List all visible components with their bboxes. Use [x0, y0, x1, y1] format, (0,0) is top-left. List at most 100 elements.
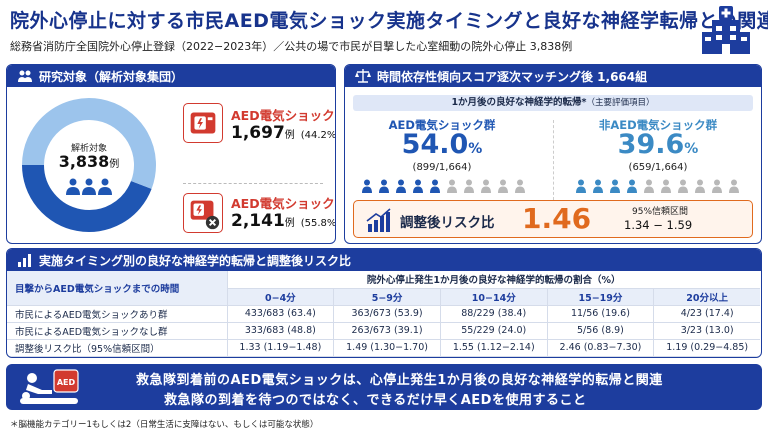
- non-aed-person-icon-1: [593, 179, 603, 193]
- group-people-icon: [66, 178, 112, 195]
- non-aed-person-icon-0: [576, 179, 586, 193]
- non-aed-person-icon-4: [644, 179, 654, 193]
- category-4: 20分以上: [653, 288, 760, 306]
- primary-outcome-note: （主要評価項目）: [586, 98, 655, 108]
- adjusted-risk-box: 調整後リスク比 1.46 95%信頼区間 1.34 − 1.59: [353, 200, 753, 238]
- matching-panel: 時間依存性傾向スコア逐次マッチング後 1,664組 1か月後の良好な神経学的転帰…: [344, 64, 762, 244]
- adjusted-risk-value: 1.46: [522, 202, 592, 235]
- adjusted-risk-label: 調整後リスク比: [400, 215, 495, 231]
- aed-yes-number: 1,697: [231, 123, 285, 143]
- people-icon: [18, 70, 32, 82]
- timing-table-header: 実施タイミング別の良好な神経学的転帰と調整後リスク比: [7, 249, 761, 271]
- primary-outcome-text: 1か月後の良好な神経学的転帰*: [451, 97, 587, 108]
- non-aed-person-icon-8: [712, 179, 722, 193]
- bar-chart-up-icon: [366, 208, 391, 232]
- conclusion-line-2: 救急隊の到着を待つのではなく、できるだけ早くAEDを使用すること: [164, 393, 587, 408]
- table-cell: 1.33 (1.19−1.48): [226, 339, 334, 357]
- matching-header: 時間依存性傾向スコア逐次マッチング後 1,664組: [345, 65, 761, 87]
- aed-no-title: AED電気ショックなし: [231, 196, 335, 211]
- table-cell: 433/683 (63.4): [226, 305, 334, 323]
- table-cell: 263/673 (39.1): [333, 322, 441, 340]
- total-count: 3,838例: [19, 152, 159, 171]
- table-cell: 333/683 (48.8): [226, 322, 334, 340]
- aed-no-percent: (55.8%): [300, 218, 336, 229]
- non-aed-group-fraction: (659/1,664): [628, 162, 688, 173]
- table-cell: 1.55 (1.12−2.14): [439, 339, 548, 357]
- aed-group-percent: 54.0%: [367, 129, 517, 160]
- non-aed-person-icon-2: [610, 179, 620, 193]
- aed-yes-title: AED電気ショックあり: [231, 108, 335, 123]
- ci-label: 95%信頼区間: [632, 207, 689, 217]
- table-category-row: 0−4分 5−9分 10−14分 15−19分 20分以上: [7, 288, 760, 306]
- donut-slice-aed-yes: [22, 164, 152, 232]
- aed-group-people-icons: [362, 179, 525, 193]
- non-aed-person-icon-9: [729, 179, 739, 193]
- category-1: 5−9分: [333, 288, 441, 306]
- row-header: 目撃からAED電気ショックまでの時間: [7, 271, 227, 306]
- table-header-row: 目撃からAED電気ショックまでの時間 院外心停止発生1か月後の良好な神経学的転帰…: [7, 271, 760, 306]
- footnote: ＊脳機能カテゴリー1もしくは2（日常生活に支障はない、もしくは可能な状態）: [10, 420, 319, 430]
- divider: [183, 183, 323, 184]
- non-aed-group-percent: 39.6%: [583, 129, 733, 160]
- aed-person-icon-1: [379, 179, 389, 193]
- page-subtitle: 総務省消防庁全国院外心停止登録（2022−2023年）／公共の場で市民が目撃した…: [10, 40, 573, 53]
- conclusion-banner: AED 救急隊到着前のAED電気ショックは、心停止発生1か月後の良好な神経学的転…: [6, 364, 762, 410]
- aed-person-icon-4: [430, 179, 440, 193]
- non-aed-group-pct-sign: %: [684, 141, 699, 157]
- table-cell: 5/56 (8.9): [546, 322, 654, 340]
- primary-outcome-label: 1か月後の良好な神経学的転帰*（主要評価項目）: [353, 95, 753, 111]
- cpr-aed-icon: AED: [20, 369, 79, 404]
- non-aed-person-icon-5: [661, 179, 671, 193]
- aed-person-icon-0: [362, 179, 372, 193]
- aed-device-icon: [183, 103, 223, 143]
- aed-person-icon-3: [413, 179, 423, 193]
- aed-device-crossed-icon: [183, 193, 223, 233]
- table-row: 調整後リスク比（95%信頼区間） 1.33 (1.19−1.48) 1.49 (…: [7, 339, 760, 357]
- row-label: 調整後リスク比（95%信頼区間）: [7, 339, 227, 357]
- aed-yes-unit: 例: [284, 130, 295, 141]
- aed-group-pct-value: 54.0: [401, 129, 469, 160]
- aed-group-pct-sign: %: [468, 141, 483, 157]
- chart-icon: [18, 254, 31, 267]
- study-population-title: 研究対象（解析対象集団）: [39, 69, 184, 84]
- table-cell: 11/56 (19.6): [546, 305, 654, 323]
- conclusion-line-1: 救急隊到着前のAED電気ショックは、心停止発生1か月後の良好な神経学的転帰と関連: [136, 373, 663, 388]
- category-2: 10−14分: [439, 288, 548, 306]
- aed-person-icon-6: [464, 179, 474, 193]
- row-label: 市民によるAED電気ショックあり群: [7, 305, 227, 323]
- population-donut-chart: [22, 98, 156, 232]
- table-cell: 4/23 (17.4): [653, 305, 760, 323]
- category-0: 0−4分: [226, 288, 334, 306]
- group-separator: [553, 120, 554, 200]
- aed-no-count: 2,141例 (55.8%): [231, 211, 336, 231]
- table-cell: 55/229 (24.0): [439, 322, 548, 340]
- donut-slice-aed-no: [22, 98, 156, 189]
- non-aed-person-icon-6: [678, 179, 688, 193]
- table-cell: 3/23 (13.0): [653, 322, 760, 340]
- aed-person-icon-2: [396, 179, 406, 193]
- aed-person-icon-8: [498, 179, 508, 193]
- non-aed-person-icon-7: [695, 179, 705, 193]
- aed-person-icon-7: [481, 179, 491, 193]
- aed-group-title: AED電気ショック群: [388, 118, 496, 132]
- aed-yes-percent: (44.2%): [300, 130, 336, 141]
- total-label: 解析対象: [70, 144, 107, 154]
- table-cell: 88/229 (38.4): [439, 305, 548, 323]
- aed-yes-count: 1,697例 (44.2%): [231, 123, 336, 143]
- category-3: 15−19分: [546, 288, 654, 306]
- non-aed-group-people-icons: [576, 179, 739, 193]
- table-cell: 2.46 (0.83−7.30): [546, 339, 654, 357]
- non-aed-person-icon-3: [627, 179, 637, 193]
- aed-no-unit: 例: [284, 218, 295, 229]
- table-row: 市民によるAED電気ショックなし群 333/683 (48.8) 263/673…: [7, 322, 760, 340]
- timing-table-title: 実施タイミング別の良好な神経学的転帰と調整後リスク比: [39, 253, 352, 268]
- row-label: 市民によるAED電気ショックなし群: [7, 322, 227, 340]
- ci-value: 1.34 − 1.59: [624, 218, 693, 232]
- table-cell: 1.19 (0.29−4.85): [653, 339, 760, 357]
- table-row: 市民によるAED電気ショックあり群 433/683 (63.4) 363/673…: [7, 305, 760, 323]
- table-cell: 1.49 (1.30−1.70): [333, 339, 441, 357]
- group-header: 院外心停止発生1か月後の良好な神経学的転帰の割合（%）: [226, 271, 760, 289]
- timing-table: 目撃からAED電気ショックまでの時間 院外心停止発生1か月後の良好な神経学的転帰…: [7, 271, 760, 357]
- aed-no-number: 2,141: [231, 211, 285, 231]
- non-aed-group-title: 非AED電気ショック群: [598, 118, 718, 132]
